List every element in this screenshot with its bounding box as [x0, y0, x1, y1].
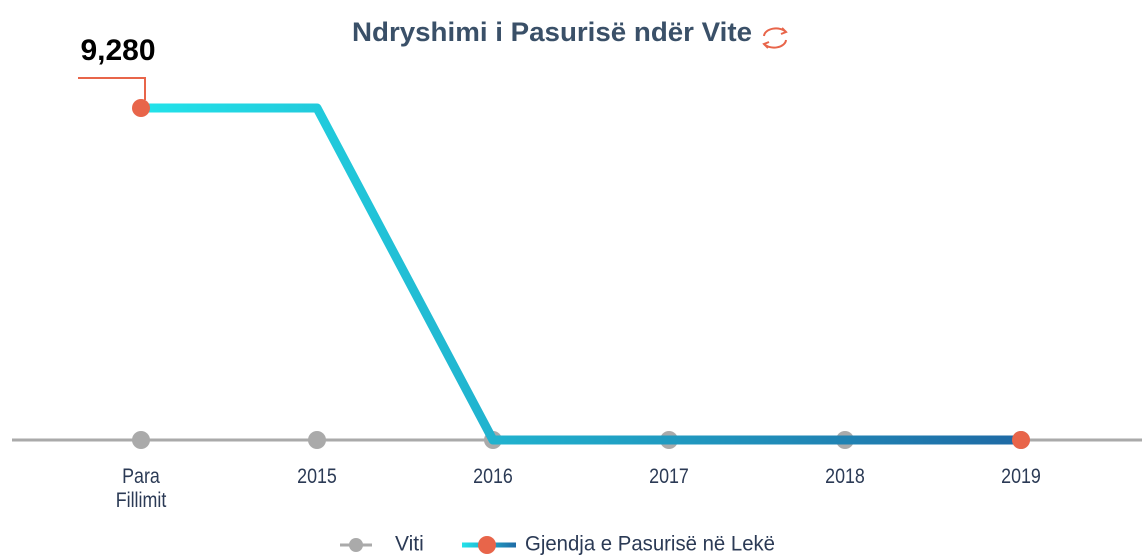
x-tick-label: 2017: [649, 465, 689, 488]
legend-swatch-dot: [349, 538, 363, 552]
wealth-marker: [1012, 431, 1030, 449]
year-dot: [308, 431, 326, 449]
x-tick-label: Para Fillimit: [115, 465, 167, 512]
wealth-marker: [132, 99, 150, 117]
chart-title: Ndryshimi i Pasurisë ndër Vite: [352, 17, 752, 47]
refresh-icon: [762, 27, 788, 49]
label-leader: [78, 77, 146, 100]
legend-label: Gjendja e Pasurisë në Lekë: [525, 533, 775, 556]
legend-label: Viti: [395, 533, 424, 556]
x-tick-label: 2018: [825, 465, 865, 488]
wealth-line: [136, 103, 1026, 445]
x-tick-label: 2019: [1001, 465, 1041, 488]
data-label: 9,280: [80, 34, 155, 67]
x-tick-label: 2016: [473, 465, 513, 488]
x-tick-label: 2015: [297, 465, 337, 488]
legend-swatch-dot: [478, 536, 496, 554]
year-dot: [132, 431, 150, 449]
